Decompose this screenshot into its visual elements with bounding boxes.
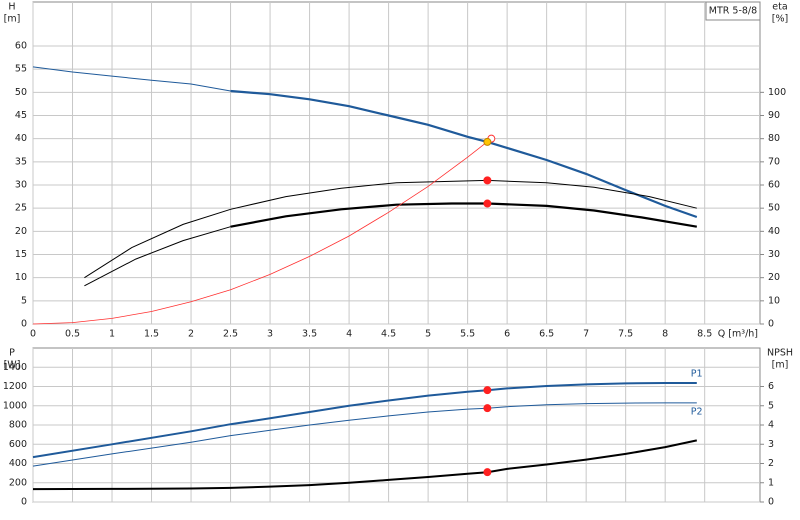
y-tick-label: 35 [15,156,27,167]
series-line [84,179,697,279]
y-tick-label: 40 [15,133,27,144]
x-tick-label: 6 [504,329,510,340]
x-tick-label: 8.5 [697,329,712,340]
y2-axis-label: [%] [772,14,788,25]
y-tick-label: 55 [15,64,27,75]
y-tick-label: 45 [15,110,27,121]
x-tick-label: 6.5 [539,329,554,340]
series-label: P1 [691,369,703,380]
x-axis-label: Q [m³/h] [718,329,758,340]
y-axis-label: P [9,348,15,359]
y-tick-label: 0 [21,497,27,508]
y2-tick-label: 1 [768,477,774,488]
y2-tick-label: 90 [768,110,780,121]
operating-point [483,404,492,413]
y-tick-label: 1400 [3,362,27,373]
x-tick-label: 4.5 [381,329,396,340]
series-line [32,402,697,467]
y2-axis-label: eta [772,2,787,13]
y2-tick-label: 40 [768,226,780,237]
y-tick-label: 50 [15,87,27,98]
series-line [84,226,231,287]
y2-tick-label: 3 [768,439,774,450]
y2-tick-label: 4 [768,420,774,431]
y2-tick-label: 5 [768,400,774,411]
x-tick-label: 1 [109,329,115,340]
y2-tick-label: 0 [768,497,774,508]
y-tick-label: 800 [9,420,27,431]
y2-tick-label: 6 [768,381,774,392]
y-tick-label: 25 [15,203,27,214]
y-tick-label: 60 [15,41,27,52]
x-tick-label: 3.5 [302,329,317,340]
y2-axis-label: NPSH [767,348,793,359]
x-tick-label: 8 [662,329,668,340]
operating-point [483,137,492,146]
y-tick-label: 600 [9,439,27,450]
y2-tick-label: 30 [768,249,780,260]
operating-point [483,199,492,208]
x-tick-label: 5 [425,329,431,340]
y2-tick-label: 0 [768,319,774,330]
operating-point [483,468,492,477]
y2-tick-label: 80 [768,133,780,144]
y2-tick-label: 20 [768,272,780,283]
y-tick-label: 0 [21,319,27,330]
y-tick-label: 15 [15,249,27,260]
y-tick-label: 1000 [3,400,27,411]
plot-frame [32,1,761,325]
y-tick-label: 10 [15,272,27,283]
x-tick-label: 3 [267,329,273,340]
legend-box [705,1,761,21]
y-tick-label: 20 [15,226,27,237]
y2-tick-label: 70 [768,156,780,167]
y2-axis-label: [m] [772,360,789,371]
y2-tick-label: 100 [768,87,786,98]
series-line [230,89,698,219]
y-tick-label: 200 [9,477,27,488]
x-tick-label: 0 [30,329,36,340]
series-line [230,202,697,228]
series-line [32,66,231,92]
series-label: P2 [691,406,703,417]
y-tick-label: 30 [15,180,27,191]
x-tick-label: 4 [346,329,352,340]
y-tick-label: 5 [21,295,27,306]
x-tick-label: 7 [583,329,589,340]
y-axis-label: [W] [4,360,21,371]
series-line [32,439,698,491]
y-axis-label: H [8,2,15,13]
series-line [32,138,492,325]
y2-tick-label: 2 [768,458,774,469]
x-tick-label: 2.5 [223,329,238,340]
y-tick-label: 1200 [3,381,27,392]
y2-tick-label: 60 [768,180,780,191]
y2-tick-label: 10 [768,295,780,306]
operating-point [483,386,492,395]
x-tick-label: 0.5 [65,329,80,340]
y-tick-label: 400 [9,458,27,469]
y2-tick-label: 50 [768,203,780,214]
x-tick-label: 2 [188,329,194,340]
x-tick-label: 7.5 [618,329,633,340]
x-tick-label: 1.5 [144,329,159,340]
y-axis-label: [m] [4,14,21,25]
legend-title: MTR 5-8/8 [709,6,757,17]
x-tick-label: 5.5 [460,329,475,340]
series-line [32,382,697,459]
operating-point [483,176,492,185]
